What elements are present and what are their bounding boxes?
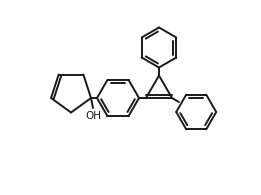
Text: OH: OH <box>85 111 101 121</box>
